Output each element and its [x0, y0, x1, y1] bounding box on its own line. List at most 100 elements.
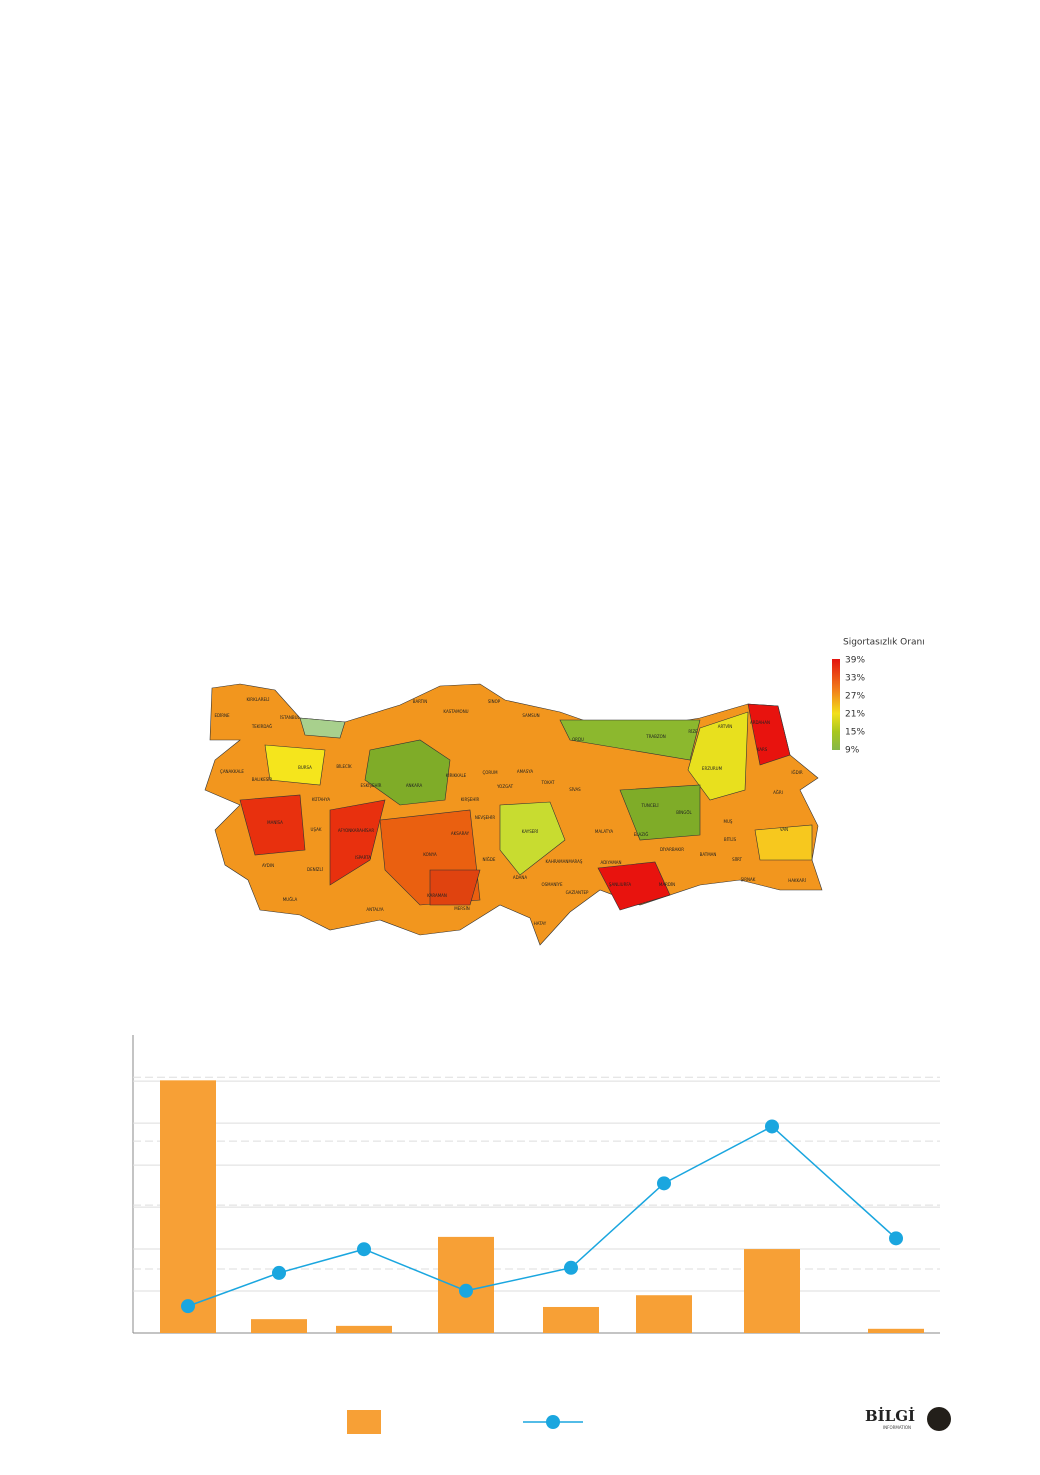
province-label: BALIKESİR	[252, 777, 273, 782]
province-label: BATMAN	[700, 852, 717, 857]
province-label: KIRŞEHİR	[461, 797, 480, 802]
province-label: KAHRAMANMARAŞ	[546, 859, 583, 864]
province-label: ORDU	[572, 737, 584, 742]
map	[204, 683, 823, 946]
province-label: ANKARA	[406, 783, 423, 788]
province-label: ÇORUM	[482, 770, 498, 775]
province-label: BİNGÖL	[676, 810, 692, 815]
line-marker	[657, 1176, 671, 1191]
line-marker	[564, 1260, 578, 1275]
line-marker	[181, 1299, 195, 1314]
province-label: IĞDIR	[791, 770, 803, 775]
province-label: YOZGAT	[496, 784, 514, 789]
province-label: ŞANLIURFA	[609, 882, 631, 887]
province-label: ARDAHAN	[750, 720, 770, 725]
bar	[251, 1319, 307, 1333]
province-label: ELAZIĞ	[634, 832, 649, 837]
province-label: ANTALYA	[366, 907, 383, 912]
province-label: MALATYA	[595, 829, 614, 834]
line	[187, 1125, 897, 1307]
province-label: MUĞLA	[283, 897, 298, 902]
line-marker	[889, 1231, 903, 1246]
province-label: KÜTAHYA	[312, 797, 330, 802]
province-label: ARTVİN	[718, 724, 733, 729]
province-label: DİYARBAKIR	[660, 847, 684, 852]
province-label: AMASYA	[517, 769, 534, 774]
bar	[744, 1249, 800, 1333]
map-legend: 39% 33% 27% 21% 15% 9%	[845, 656, 865, 756]
bar	[543, 1306, 599, 1333]
province-label: SİVAS	[569, 787, 581, 792]
map-legend-tick: 39%	[845, 656, 865, 666]
province-label: AFYONKARAHİSAR	[338, 828, 375, 833]
province-label: RİZE	[688, 729, 698, 734]
province-label: NEVŞEHİR	[475, 815, 496, 820]
province-label: MARDİN	[659, 882, 675, 887]
province-label: MANİSA	[267, 820, 283, 825]
bar	[336, 1325, 392, 1333]
province-label: İSTANBUL	[280, 715, 300, 720]
map-legend-tick: 9%	[845, 746, 860, 756]
province-label: DENİZLİ	[307, 867, 323, 872]
province-label: KONYA	[423, 852, 437, 857]
map-legend-tick: 21%	[845, 710, 865, 720]
province-label: EDİRNE	[214, 713, 230, 718]
province-label: HATAY	[534, 921, 547, 926]
legend-marker	[546, 1415, 560, 1429]
province-label: KIRKLARELİ	[247, 697, 270, 702]
province-label: ADANA	[513, 875, 527, 880]
province-label: HAKKARİ	[788, 878, 806, 883]
province-label: BİLECİK	[336, 764, 352, 769]
province-label: ERZURUM	[702, 766, 723, 771]
province-label: BARTIN	[413, 699, 428, 704]
province-label: TOKAT	[540, 780, 555, 785]
province-label: MUŞ	[724, 819, 733, 824]
province-label: AĞRI	[773, 790, 783, 795]
province-label: SİİRT	[732, 857, 742, 862]
province-label: KAYSERİ	[522, 829, 538, 834]
province-label: VAN	[780, 827, 788, 832]
province-label: UŞAK	[311, 827, 322, 832]
province-label: NİĞDE	[483, 857, 496, 862]
brand-dot	[927, 1407, 951, 1431]
legend-swatch	[347, 1410, 381, 1434]
province-label: AKSARAY	[451, 831, 470, 836]
map-legend-tick: 33%	[845, 674, 865, 684]
chart-legend	[347, 1410, 583, 1434]
province-label: GAZİANTEP	[566, 890, 589, 895]
line-marker	[765, 1119, 779, 1134]
map-labels: KIRKLARELİ EDİRNE TEKİRDAĞ İSTANBUL BARTIN KA…	[214, 697, 805, 926]
province-label: ISPARTA	[355, 855, 371, 860]
province-label: BURSA	[298, 765, 312, 770]
province-label: ŞIRNAK	[741, 877, 756, 882]
province-label: KARS	[757, 747, 768, 752]
chart	[133, 1076, 940, 1333]
province-label: TRABZON	[645, 734, 665, 739]
brand: BİLGİ	[865, 1406, 915, 1425]
province-label: ADIYAMAN	[600, 860, 621, 865]
map-legend-title: Sigortasızlık Oranı	[843, 638, 925, 648]
bar	[868, 1328, 924, 1333]
map-legend-scale	[832, 659, 840, 750]
province-label: TEKİRDAĞ	[251, 724, 272, 729]
line-marker	[357, 1242, 371, 1257]
province-label: KASTAMONU	[443, 709, 468, 714]
brand-sub: INFORMATION	[883, 1425, 911, 1430]
province-label: ÇANAKKALE	[220, 769, 244, 774]
bar	[160, 1080, 216, 1333]
map-legend-tick: 15%	[845, 728, 865, 738]
province-label: AYDIN	[262, 863, 274, 868]
province-label: KARAMAN	[427, 893, 447, 898]
province-label: SAMSUN	[522, 713, 539, 718]
province-label: KIRIKKALE	[446, 773, 467, 778]
province-label: BİTLİS	[724, 837, 737, 842]
province-label: SİNOP	[488, 699, 501, 704]
line-marker	[272, 1265, 286, 1280]
map-legend-tick: 27%	[845, 692, 865, 702]
province-label: TUNCELİ	[640, 803, 658, 808]
province-label: OSMANİYE	[541, 882, 562, 887]
province-label: ESKİŞEHİR	[361, 783, 382, 788]
line-marker	[459, 1283, 473, 1298]
